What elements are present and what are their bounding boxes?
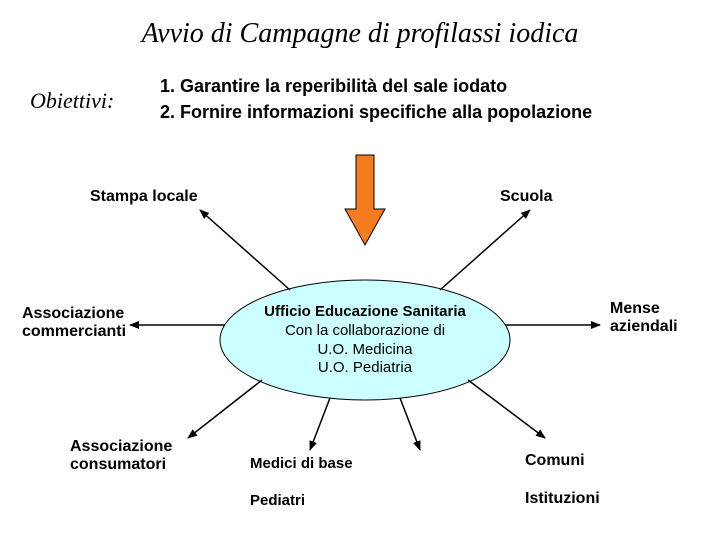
node-pediatri: Pediatri <box>250 492 305 509</box>
center-l3: U.O. Medicina <box>317 341 412 358</box>
node-mense-l2: aziendali <box>610 318 678 335</box>
node-mense-aziendali: Mense aziendali <box>610 300 678 337</box>
node-scuola: Scuola <box>500 188 552 206</box>
center-l4: U.O. Pediatria <box>318 359 412 376</box>
node-assoc-consumatori: Associazione consumatori <box>70 438 172 475</box>
node-assoc-consumatori-l2: consumatori <box>70 456 166 473</box>
center-l1: Ufficio Educazione Sanitaria <box>264 303 466 320</box>
node-assoc-commercianti: Associazione commercianti <box>22 305 126 342</box>
center-text: Ufficio Educazione Sanitaria Con la coll… <box>245 303 485 378</box>
node-assoc-commercianti-l2: commercianti <box>22 323 126 340</box>
objectives-label: Obiettivi: <box>30 88 114 114</box>
node-mense-l1: Mense <box>610 300 660 317</box>
down-arrow-icon <box>345 155 385 245</box>
node-comuni: Comuni <box>525 452 585 470</box>
node-assoc-consumatori-l1: Associazione <box>70 438 172 455</box>
node-istituzioni: Istituzioni <box>525 490 600 508</box>
objective-2: 2. Fornire informazioni specifiche alla … <box>160 102 592 123</box>
slide: Avvio di Campagne di profilassi iodica O… <box>0 0 720 540</box>
objective-1: 1. Garantire la reperibilità del sale io… <box>160 76 507 97</box>
node-medici: Medici di base <box>250 455 353 472</box>
node-assoc-commercianti-l1: Associazione <box>22 305 124 322</box>
center-l2: Con la collaborazione di <box>285 322 445 339</box>
node-stampa-locale: Stampa locale <box>90 188 198 206</box>
slide-title: Avvio di Campagne di profilassi iodica <box>0 18 720 50</box>
